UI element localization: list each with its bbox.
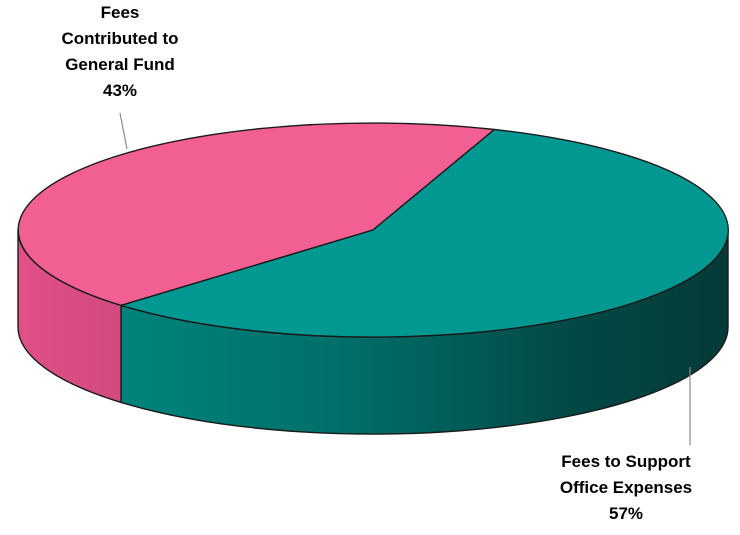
slice-label-office-expenses-line-1: Fees to Support xyxy=(561,452,691,471)
pie-slice-top-0 xyxy=(17,122,496,307)
slice-label-general-fund-line-2: Contributed to xyxy=(61,29,179,48)
pie-slice-top-1 xyxy=(120,128,729,338)
slice-label-general-fund-percent: 43% xyxy=(102,81,138,100)
slice-label-office-expenses-line-2: Office Expenses xyxy=(559,478,693,497)
slice-label-general-fund: Fees Contributed to General Fund 43% xyxy=(0,0,240,104)
slice-label-general-fund-line-1: Fees xyxy=(100,3,140,22)
slice-label-general-fund-line-3: General Fund xyxy=(65,55,175,74)
slice-label-office-expenses: Fees to Support Office Expenses 57% xyxy=(512,449,740,527)
leader-line-general-fund xyxy=(119,112,128,150)
slice-label-office-expenses-percent: 57% xyxy=(608,504,644,523)
